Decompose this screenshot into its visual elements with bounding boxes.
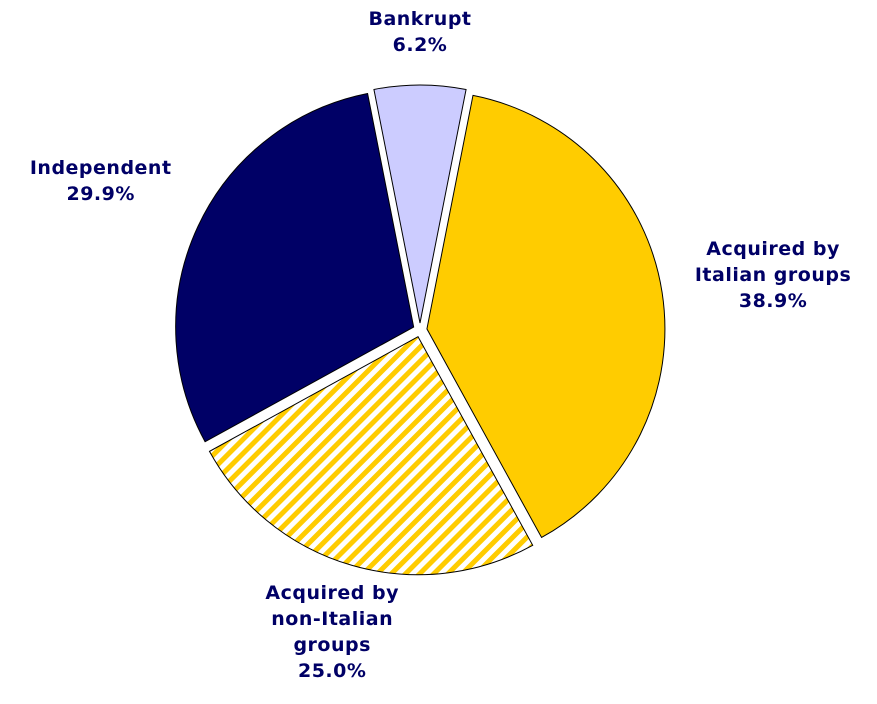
value-label: 25.0% (298, 660, 366, 682)
pie-slice (426, 94, 666, 539)
category-line: groups (293, 634, 370, 656)
category-label: Acquired by Italian groups (695, 238, 851, 286)
category-line: Acquired by (706, 238, 840, 260)
slice-label: Acquired by non-Italian groups 25.0% (265, 582, 399, 682)
slice-label: Independent 29.9% (30, 156, 172, 204)
pie-slice (208, 336, 534, 576)
slice-label: Acquired by Italian groups 38.9% (695, 238, 851, 312)
category-line: Acquired by (265, 582, 399, 604)
category-label: Independent (30, 156, 172, 178)
category-line: Independent (30, 156, 172, 178)
value-label: 29.9% (66, 182, 134, 204)
pie-slice (175, 92, 415, 443)
category-line: non-Italian (271, 608, 393, 630)
pie-slice (373, 84, 467, 324)
value-label: 38.9% (739, 290, 807, 312)
slice-label: Bankrupt 6.2% (368, 8, 471, 56)
category-label: Acquired by non-Italian groups (265, 582, 399, 656)
value-label: 6.2% (393, 34, 448, 56)
category-label: Bankrupt (368, 8, 471, 30)
category-line: Italian groups (695, 264, 851, 286)
category-line: Bankrupt (368, 8, 471, 30)
